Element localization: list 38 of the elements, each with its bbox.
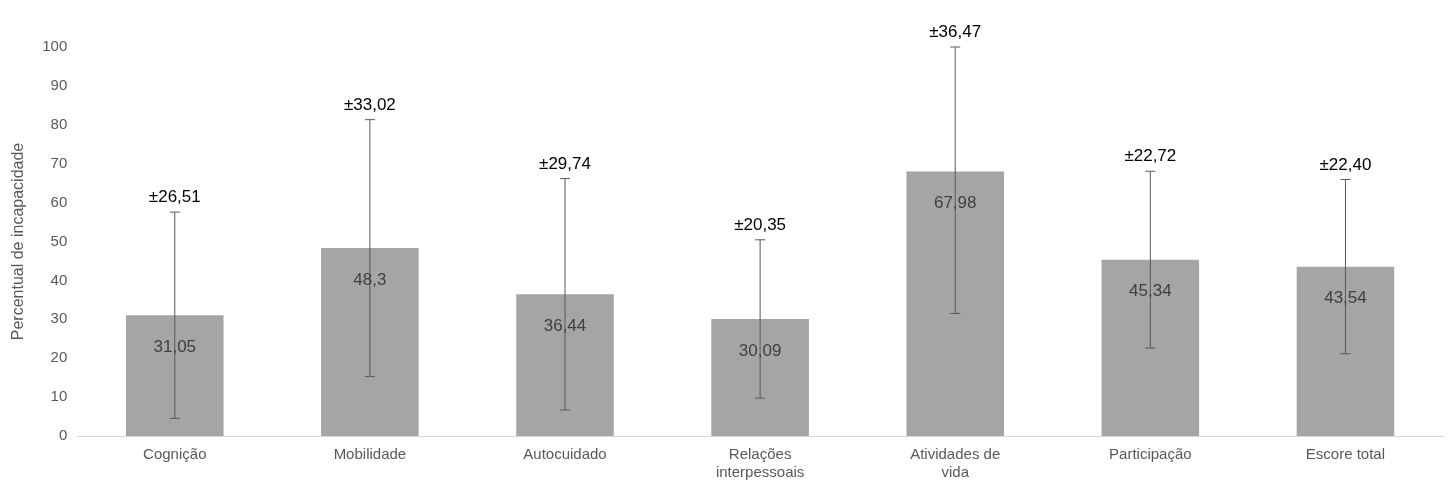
data-label: 31,05 xyxy=(153,336,197,356)
x-tick-label: Escore total xyxy=(1305,445,1386,463)
y-tick-label: 90 xyxy=(50,76,68,94)
data-label: 36,44 xyxy=(543,315,587,335)
x-tick-label: Participação xyxy=(1109,445,1192,463)
y-tick-label: 60 xyxy=(50,192,68,210)
x-tick-label: Relações interpessoais xyxy=(715,445,805,481)
annotation: ±36,47 xyxy=(929,22,982,42)
x-tick-label: Mobilidade xyxy=(333,445,407,463)
data-label: 30,09 xyxy=(738,340,782,360)
bar xyxy=(126,315,224,436)
annotation: ±22,72 xyxy=(1124,146,1177,166)
y-tick-label: 100 xyxy=(42,37,68,55)
bar xyxy=(1101,259,1200,436)
annotation: ±33,02 xyxy=(343,94,396,114)
y-tick-label: 70 xyxy=(50,153,68,171)
y-tick-label: 50 xyxy=(50,231,68,249)
y-tick-label: 10 xyxy=(50,387,68,405)
data-label: 48,3 xyxy=(353,269,387,289)
bar xyxy=(516,294,614,436)
y-tick-label: 40 xyxy=(50,270,68,288)
bar xyxy=(711,318,809,436)
y-tick-label: 30 xyxy=(50,309,68,327)
annotation: ±20,35 xyxy=(734,214,787,234)
x-tick-label: Cognição xyxy=(143,445,207,463)
y-axis-title: Percentual de incapacidade xyxy=(9,142,27,341)
bar xyxy=(1296,266,1395,436)
data-label: 67,98 xyxy=(933,193,977,213)
y-tick-label: 20 xyxy=(50,348,68,366)
x-tick-label: Atividades de vida xyxy=(910,445,1001,481)
bar xyxy=(906,171,1004,436)
annotation: ±29,74 xyxy=(539,153,591,173)
x-tick-label: Autocuidado xyxy=(523,445,607,463)
bar xyxy=(321,248,419,436)
annotation: ±26,51 xyxy=(148,187,201,207)
y-tick-label: 0 xyxy=(58,426,68,444)
annotation: ±22,40 xyxy=(1319,154,1372,174)
y-tick-label: 80 xyxy=(50,114,68,132)
